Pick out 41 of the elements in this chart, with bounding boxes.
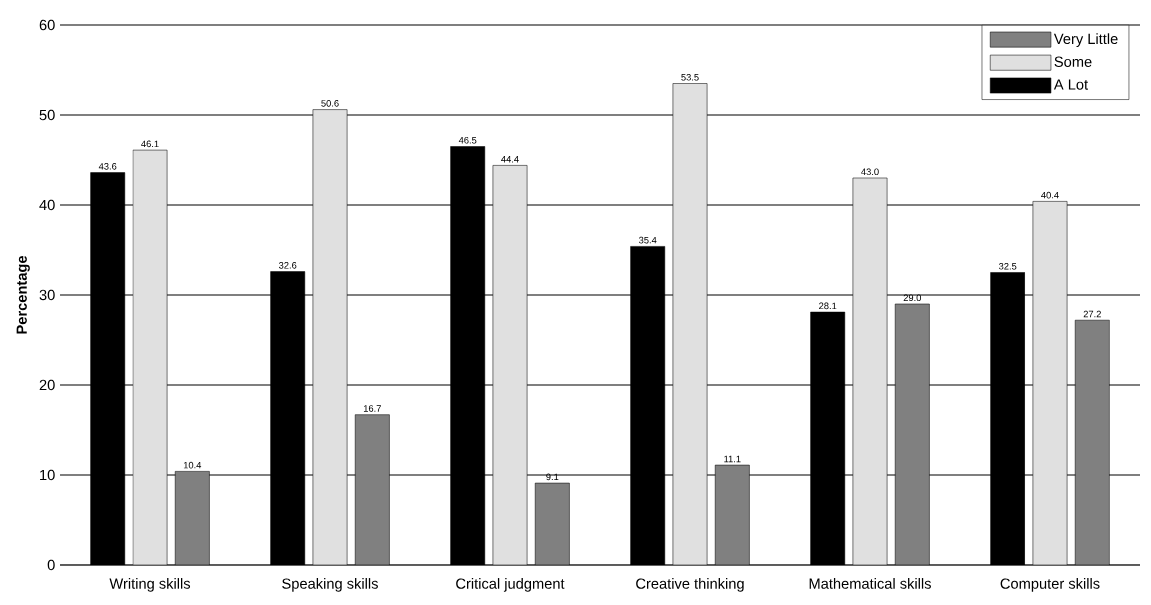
legend-label: Very Little bbox=[1053, 33, 1118, 47]
data-label: 32.6 bbox=[278, 262, 297, 269]
data-label: 9.1 bbox=[546, 473, 559, 481]
x-tick-label: Critical judgment bbox=[456, 578, 565, 592]
y-tick-label: 20 bbox=[39, 379, 55, 391]
y-tick-label: 60 bbox=[39, 19, 55, 31]
bar bbox=[175, 471, 210, 565]
y-tick-label: 10 bbox=[40, 469, 55, 481]
data-label: 50.6 bbox=[321, 100, 339, 107]
y-tick-label: 40 bbox=[39, 199, 55, 211]
data-label: 46.1 bbox=[141, 140, 159, 148]
y-tick-label: 50 bbox=[39, 109, 55, 121]
data-label: 29.0 bbox=[903, 294, 922, 302]
data-label: 43.6 bbox=[98, 163, 117, 170]
bar bbox=[715, 465, 750, 565]
x-tick-label: Creative thinking bbox=[636, 578, 744, 592]
bar bbox=[1074, 319, 1110, 565]
data-label: 16.7 bbox=[363, 405, 381, 412]
data-label: 27.2 bbox=[1083, 310, 1101, 318]
data-label: 32.5 bbox=[998, 262, 1017, 270]
data-label: 40.4 bbox=[1041, 191, 1059, 199]
y-axis-title: Percentage bbox=[16, 255, 30, 334]
data-label: 44.4 bbox=[501, 156, 519, 163]
x-tick-label: Mathematical skills bbox=[809, 578, 931, 589]
data-label: 43.0 bbox=[861, 168, 879, 176]
y-tick-label: 0 bbox=[47, 559, 55, 571]
data-label: 10.4 bbox=[183, 461, 202, 469]
y-tick-label: 30 bbox=[39, 289, 55, 301]
legend-label: Some bbox=[1054, 56, 1092, 67]
data-label: 35.4 bbox=[638, 236, 657, 244]
x-tick-label: Computer skills bbox=[1000, 578, 1100, 592]
bar bbox=[895, 303, 930, 565]
x-tick-label: Speaking skills bbox=[282, 578, 378, 592]
bar bbox=[355, 414, 390, 565]
data-label: 46.5 bbox=[458, 136, 477, 144]
data-label: 28.1 bbox=[819, 302, 837, 310]
x-tick-label: Writing skills bbox=[109, 578, 191, 592]
legend-label: A Lot bbox=[1053, 79, 1088, 90]
data-label: 11.1 bbox=[724, 455, 741, 463]
data-label: 53.5 bbox=[681, 73, 699, 81]
bar bbox=[535, 483, 570, 565]
